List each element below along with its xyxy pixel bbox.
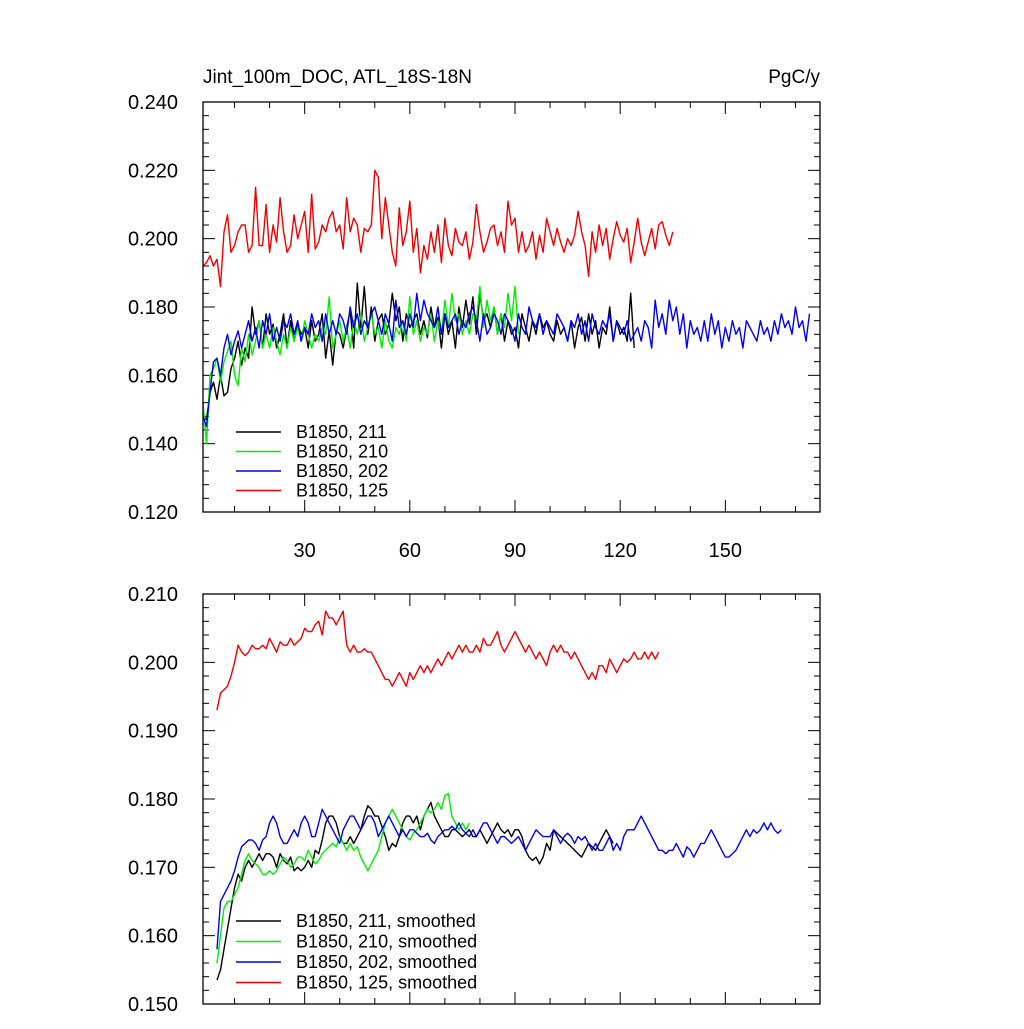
y-tick-label: 0.200 (128, 652, 178, 674)
y-tick-label: 0.220 (128, 160, 178, 182)
bottom-panel-frame (202, 593, 821, 1005)
legend-label: B1850, 211, smoothed (296, 911, 476, 931)
y-tick-label: 0.150 (128, 994, 178, 1016)
top-panel-title: Jint_100m_DOC, ATL_18S-18N (203, 67, 472, 88)
y-tick-label: 0.200 (128, 229, 178, 251)
legend-label: B1850, 125 (296, 481, 388, 501)
top-panel-x-tick-labels: 30 60 90 120 150 (294, 540, 742, 562)
x-tick-label: 120 (603, 540, 636, 562)
top-panel-series (202, 169, 811, 445)
legend-label: B1850, 202 (296, 461, 388, 481)
bottom-panel-series (216, 610, 782, 981)
x-tick-label: 60 (399, 540, 421, 562)
y-tick-label: 0.140 (128, 434, 178, 456)
top-panel-y-tick-labels: 0.120 0.140 0.160 0.180 0.200 0.220 0.240 (128, 92, 178, 524)
legend-label: B1850, 125, smoothed (296, 973, 477, 993)
legend-label: B1850, 211 (296, 422, 387, 442)
y-tick-label: 0.240 (128, 92, 178, 114)
series-line-b1850-210-smoothed (216, 792, 471, 964)
series-line-b1850-125 (202, 169, 674, 288)
y-tick-label: 0.190 (128, 721, 178, 743)
y-tick-label: 0.120 (128, 502, 178, 524)
legend-label: B1850, 202, smoothed (296, 952, 477, 972)
y-tick-label: 0.160 (128, 365, 178, 387)
y-tick-label: 0.180 (128, 297, 178, 319)
x-tick-label: 150 (709, 540, 742, 562)
top-panel: Jint_100m_DOC, ATL_18S-18N PgC/y 0.1200.… (128, 67, 821, 562)
y-tick-label: 0.180 (128, 789, 178, 811)
series-line-b1850-210 (202, 285, 520, 445)
y-tick-label: 0.170 (128, 857, 178, 879)
series-line-b1850-202-smoothed (216, 808, 782, 950)
y-tick-label: 0.160 (128, 926, 178, 948)
bottom-panel-y-tick-labels: 0.150 0.160 0.170 0.180 0.190 0.200 0.210 (128, 584, 178, 1016)
x-tick-label: 90 (504, 540, 526, 562)
y-tick-label: 0.210 (128, 584, 178, 606)
x-tick-label: 30 (294, 540, 316, 562)
legend-label: B1850, 210 (296, 442, 388, 462)
top-panel-ticks (203, 101, 820, 513)
top-panel-units: PgC/y (768, 67, 820, 88)
series-line-b1850-202 (202, 292, 811, 428)
top-panel-frame (202, 101, 821, 513)
series-line-b1850-125-smoothed (216, 610, 660, 711)
bottom-panel: 0.150 0.160 0.170 0.180 0.190 0.200 0.210 B185… (128, 584, 821, 1016)
legend-label: B1850, 210, smoothed (296, 932, 477, 952)
